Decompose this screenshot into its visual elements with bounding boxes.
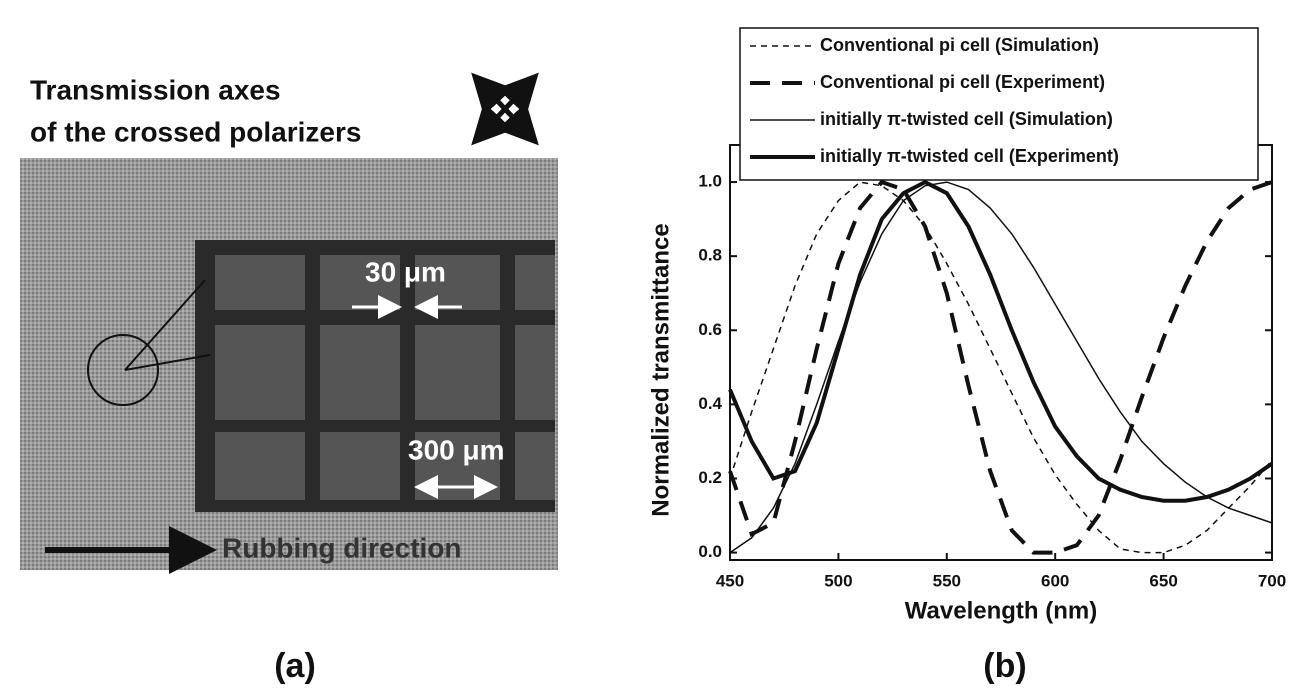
y-axis-title: Normalized transmittance	[647, 223, 674, 516]
legend-label: initially π-twisted cell (Experiment)	[820, 146, 1119, 166]
y-tick-label: 1.0	[698, 172, 722, 191]
plot-frame	[729, 144, 1273, 561]
polarizer-label: of the crossed polarizers	[30, 116, 361, 147]
x-tick-label: 650	[1149, 571, 1177, 590]
data-line	[729, 181, 1273, 554]
y-tick-label: 0.2	[698, 468, 722, 487]
panel-a: Transmission axes of the crossed polariz…	[20, 72, 558, 685]
x-tick-label: 550	[933, 571, 961, 590]
legend-box	[739, 27, 1259, 181]
y-tick-label: 0.4	[698, 394, 722, 413]
y-tick-label: 0.0	[698, 542, 722, 561]
y-tick-label: 0.8	[698, 246, 722, 265]
polarizer-icon	[471, 72, 539, 146]
x-tick-label: 500	[824, 571, 852, 590]
x-tick-label: 700	[1258, 571, 1286, 590]
rubbing-label: Rubbing direction	[222, 532, 462, 563]
y-tick-label: 0.6	[698, 320, 722, 339]
legend-label: Conventional pi cell (Simulation)	[820, 35, 1099, 55]
legend-label: initially π-twisted cell (Simulation)	[820, 109, 1113, 129]
caption: (b)	[983, 647, 1026, 685]
scale-label: 300 μm	[408, 434, 505, 465]
x-axis-title: Wavelength (nm)	[905, 597, 1097, 624]
data-line	[729, 181, 1273, 554]
data-line	[728, 179, 1273, 555]
scale-arrows	[352, 295, 498, 499]
legend-label: Conventional pi cell (Experiment)	[820, 72, 1105, 92]
x-tick-label: 600	[1041, 571, 1069, 590]
zoom-indicator	[87, 279, 211, 406]
panel-b: (b) Wavelength (nm) Normalized transmitt…	[647, 27, 1286, 685]
legend: Conventional pi cell (Simulation) Convent…	[739, 27, 1259, 181]
scale-label: 30 μm	[365, 256, 446, 287]
data-line	[728, 179, 1274, 503]
x-tick-label: 450	[716, 571, 744, 590]
polarizer-label: Transmission axes	[30, 74, 281, 105]
caption: (a)	[274, 647, 316, 685]
